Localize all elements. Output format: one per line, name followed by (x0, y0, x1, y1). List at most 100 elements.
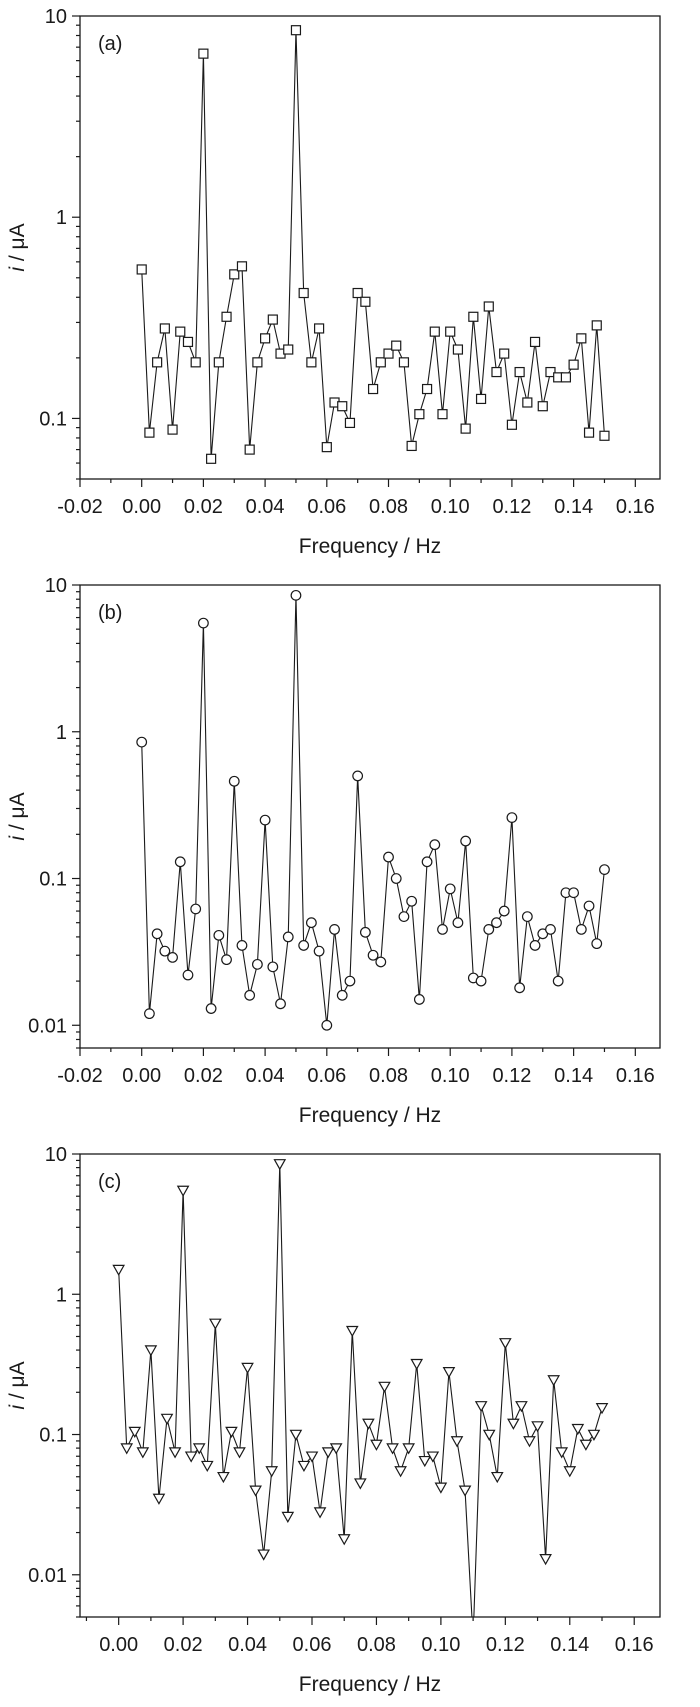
x-tick-label: 0.14 (554, 1065, 593, 1087)
marker-circle (460, 835, 472, 847)
marker-square (599, 430, 610, 441)
chart-panel-b: 0.01 0.1 1 10 -0.02 0.00 0.02 0.04 0.06 0.08 0.10 0… (0, 569, 700, 1138)
marker-triangle-down (184, 1451, 198, 1463)
marker-triangle-down (313, 1507, 327, 1519)
marker-square (290, 25, 302, 36)
marker-triangle-down (490, 1471, 504, 1484)
marker-circle (514, 982, 526, 994)
marker-square (206, 453, 217, 464)
marker-circle (359, 926, 371, 938)
marker-square (367, 383, 379, 395)
marker-square (306, 357, 317, 368)
marker-triangle-down (402, 1443, 415, 1455)
x-tick-label: 0.10 (431, 1065, 470, 1087)
marker-square (452, 344, 464, 355)
marker-circle (251, 958, 263, 970)
marker-square (198, 48, 209, 59)
marker-triangle-down (482, 1429, 496, 1441)
marker-circle (290, 589, 302, 601)
marker-triangle-down (426, 1451, 440, 1463)
y-tick-label: 1 (56, 1284, 67, 1306)
chart-panel-a: 0.1 1 10 -0.02 0.00 0.02 0.04 0.06 0.08 0.10 0.12 0… (0, 0, 700, 569)
marker-square (537, 401, 548, 412)
marker-triangle-down (192, 1443, 206, 1455)
marker-triangle-down (515, 1401, 528, 1413)
marker-square (167, 424, 178, 435)
marker-square (414, 409, 425, 420)
marker-triangle-down (200, 1460, 214, 1473)
marker-triangle-down (499, 1338, 512, 1350)
marker-square (298, 287, 309, 299)
marker-triangle-down (176, 1185, 190, 1197)
marker-circle (390, 873, 402, 884)
marker-circle (367, 949, 379, 961)
marker-square (391, 340, 402, 351)
marker-circle (321, 1019, 333, 1031)
marker-triangle-down (112, 1264, 125, 1276)
marker-circle (159, 945, 171, 957)
x-tick-label: 0.16 (616, 496, 655, 518)
marker-square (445, 326, 456, 337)
marker-circle (305, 917, 317, 929)
marker-triangle-down (297, 1460, 311, 1473)
marker-triangle-down (257, 1549, 270, 1561)
marker-square (360, 296, 371, 307)
marker-circle (352, 770, 364, 782)
marker-triangle-down (547, 1375, 560, 1387)
marker-square (190, 357, 201, 368)
marker-triangle-down (233, 1447, 246, 1459)
marker-circle (529, 940, 541, 951)
marker-triangle-down (217, 1471, 230, 1484)
marker-circle (329, 924, 340, 935)
marker-circle (282, 931, 294, 943)
marker-triangle-down (152, 1493, 166, 1505)
marker-square (344, 417, 356, 429)
marker-square (229, 269, 240, 280)
marker-square (491, 366, 502, 378)
marker-circle (521, 911, 533, 923)
marker-circle (190, 903, 202, 915)
marker-triangle-down (474, 1401, 488, 1413)
x-axis-label: Frequency / Hz (299, 535, 441, 558)
marker-square (152, 357, 163, 368)
marker-circle (413, 994, 425, 1005)
x-tick-label: 0.06 (293, 1634, 332, 1656)
marker-triangle-down (289, 1429, 303, 1441)
marker-triangle-down (144, 1345, 158, 1357)
x-tick-label: 0.06 (307, 1065, 346, 1087)
marker-circle (552, 975, 564, 987)
marker-square (221, 311, 232, 322)
marker-square (468, 311, 479, 322)
marker-triangle-down (168, 1447, 182, 1459)
y-tick-label: 0.1 (39, 1425, 67, 1447)
y-axis-label: i / μA (6, 1361, 29, 1409)
marker-square (352, 287, 363, 299)
marker-square (514, 366, 525, 378)
marker-triangle-down (273, 1159, 287, 1171)
marker-triangle-down (394, 1466, 407, 1478)
y-axis-label: i / μA (6, 223, 29, 271)
marker-circle (375, 956, 387, 968)
marker-triangle-down (337, 1534, 351, 1546)
marker-triangle-down (241, 1362, 254, 1375)
marker-circle (398, 911, 410, 923)
x-tick-label: 0.00 (99, 1634, 138, 1656)
marker-square (252, 357, 263, 368)
y-axis-label: i / μA (6, 792, 29, 840)
marker-circle (167, 952, 178, 963)
marker-square (144, 427, 155, 438)
panel-label: (c) (98, 1171, 121, 1193)
y-tick-label: 1 (56, 207, 67, 229)
x-tick-label: 0.08 (369, 1065, 408, 1087)
marker-circle (259, 814, 271, 826)
marker-square (429, 326, 440, 337)
marker-circle (506, 812, 518, 824)
marker-square (437, 409, 448, 420)
marker-square (244, 444, 255, 455)
y-tick-label: 10 (45, 575, 67, 597)
marker-triangle-down (434, 1482, 448, 1494)
marker-square (313, 323, 325, 334)
marker-triangle-down (587, 1429, 601, 1441)
marker-triangle-down (128, 1426, 142, 1438)
